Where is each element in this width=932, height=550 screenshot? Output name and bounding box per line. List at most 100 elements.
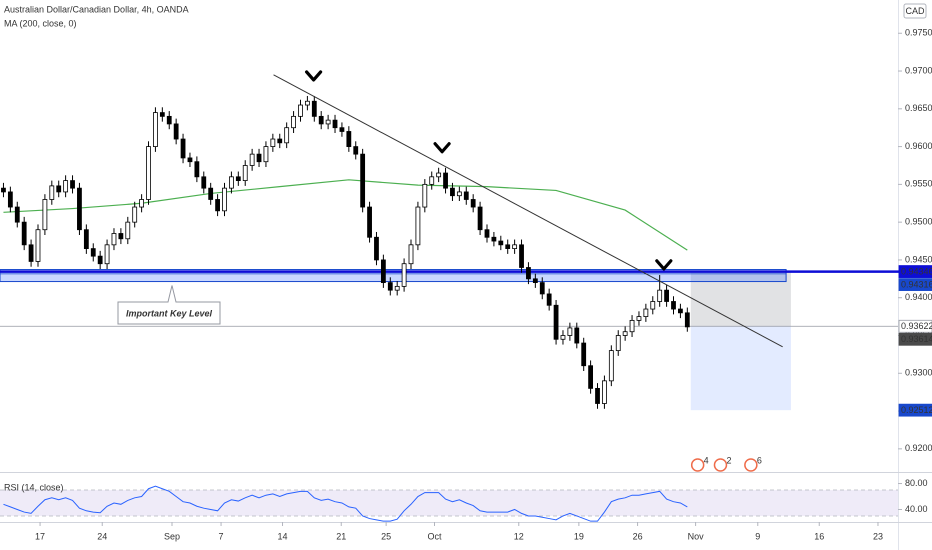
- candle-body: [470, 199, 476, 208]
- position-reward: [690, 326, 791, 411]
- trendline: [273, 74, 783, 348]
- candle-body: [222, 187, 227, 212]
- price-label-box: [898, 265, 932, 278]
- candle-body: [450, 187, 455, 197]
- candle-body: [298, 104, 303, 117]
- candle-body: [491, 236, 497, 242]
- candle-body: [125, 221, 131, 240]
- candle-body: [249, 153, 255, 166]
- candle-body: [1, 187, 6, 193]
- candle-body: [622, 331, 628, 336]
- candle-body: [588, 365, 594, 389]
- candle-body: [187, 157, 193, 163]
- x-tick-label: 19: [574, 531, 584, 541]
- x-tick-label: Oct: [427, 531, 442, 541]
- candle-body: [678, 308, 683, 314]
- candle-body: [14, 206, 20, 223]
- candle-body: [526, 267, 531, 280]
- candle-body: [367, 206, 372, 238]
- x-tick-label: 26: [633, 531, 643, 541]
- candle-body: [229, 176, 234, 189]
- candle-body: [574, 327, 580, 344]
- rsi-tick-label: 80.00: [905, 478, 928, 488]
- candle-body: [284, 127, 290, 144]
- candle-body: [560, 335, 566, 340]
- candle-body: [401, 263, 407, 287]
- candle-body: [256, 153, 262, 163]
- candle-body: [90, 248, 96, 257]
- rsi-legend: RSI (14, close): [4, 482, 64, 492]
- candle-body: [173, 123, 179, 140]
- rsi-band: [0, 490, 898, 516]
- candle-body: [42, 199, 48, 231]
- candle-body: [387, 282, 393, 291]
- callout-label: Important Key Level: [126, 308, 213, 318]
- candle-body: [318, 115, 324, 125]
- currency-box: [903, 3, 927, 19]
- candle-body: [77, 187, 82, 231]
- candle-body: [139, 199, 145, 208]
- candle-body: [277, 138, 283, 144]
- candle-body: [346, 131, 352, 147]
- candle-body: [311, 100, 317, 117]
- candle-body: [629, 319, 635, 333]
- candle-body: [456, 191, 462, 197]
- candle-body: [215, 199, 220, 212]
- candle-body: [118, 233, 124, 240]
- ma-line: [3, 179, 688, 251]
- candle-body: [104, 244, 110, 265]
- price-label: 0.92512: [901, 405, 932, 415]
- candle-body: [21, 221, 27, 246]
- candle-body: [242, 165, 248, 181]
- candle-body: [235, 176, 241, 181]
- rsi-tick-label: 40.00: [905, 504, 928, 514]
- x-tick-label: 9: [755, 531, 760, 541]
- candle-body: [291, 115, 296, 129]
- candle-body: [608, 350, 614, 382]
- candle-body: [553, 304, 559, 340]
- candle-body: [657, 289, 663, 302]
- candle-body: [671, 301, 676, 310]
- candle-body: [443, 172, 448, 189]
- candle-body: [615, 335, 621, 352]
- price-label-box: [898, 403, 932, 417]
- candle-body: [636, 316, 642, 321]
- candle-body: [56, 185, 62, 193]
- price-label-box: [898, 319, 932, 333]
- currency: CAD: [905, 6, 925, 16]
- candle-body: [180, 138, 186, 159]
- candle-body: [684, 312, 690, 328]
- candle-body: [49, 185, 55, 200]
- candle-body: [519, 244, 524, 268]
- rsi-line: [3, 485, 688, 522]
- x-tick-label: 12: [514, 531, 524, 541]
- peak-marker: [305, 70, 323, 82]
- candle-body: [7, 191, 13, 208]
- ma-legend: MA (200, close, 0): [4, 18, 77, 28]
- price-label: 0.94346: [901, 266, 932, 276]
- candle-body: [374, 236, 379, 261]
- x-tick-label: Sep: [164, 531, 180, 541]
- y-tick-label: 0.92000: [905, 443, 932, 453]
- candle-body: [422, 183, 428, 208]
- candle-body: [477, 206, 483, 231]
- candle-body: [353, 146, 359, 155]
- price-label: 0.93622: [901, 321, 932, 331]
- candle-body: [146, 146, 151, 200]
- candle-body: [201, 176, 207, 189]
- price-label: 0.94316: [901, 279, 932, 289]
- candle-body: [332, 119, 338, 129]
- x-tick-label: 24: [97, 531, 107, 541]
- x-tick-label: Nov: [688, 531, 705, 541]
- candle-body: [153, 112, 158, 147]
